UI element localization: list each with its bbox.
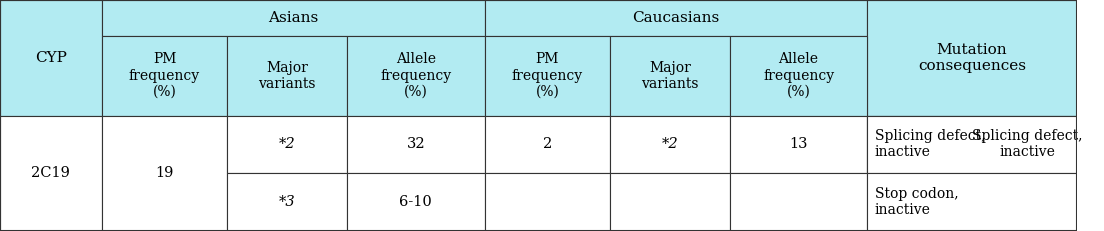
Text: Stop codon,
inactive: Stop codon, inactive [874,187,958,217]
Text: 6-10: 6-10 [400,195,432,209]
Bar [0,0,102,116]
Bar [611,116,730,173]
Text: Major
variants: Major variants [258,61,316,91]
Bar [227,116,347,173]
Text: Mutation
consequences: Mutation consequences [919,43,1026,73]
Bar [611,173,730,231]
Bar [730,173,868,231]
Text: Major
variants: Major variants [641,61,699,91]
Bar [227,36,347,116]
Bar [485,173,611,231]
Text: Allele
frequency
(%): Allele frequency (%) [380,52,452,99]
Bar [102,36,227,116]
Bar [730,36,868,116]
Text: 19: 19 [156,166,173,180]
Text: Asians: Asians [268,11,318,25]
Text: Allele
frequency
(%): Allele frequency (%) [763,52,835,99]
Bar [485,116,611,173]
Text: CYP: CYP [35,51,66,65]
Bar [611,36,730,116]
Text: *2: *2 [661,137,678,151]
Bar [485,36,611,116]
Bar [227,173,347,231]
Bar [868,173,1076,231]
Bar [868,0,1076,116]
Bar [485,0,868,36]
Bar [347,116,485,173]
Bar [0,116,102,231]
Text: 32: 32 [406,137,425,151]
Text: Splicing defect,
inactive: Splicing defect, inactive [874,129,986,159]
Bar [730,116,868,173]
Text: Caucasians: Caucasians [633,11,720,25]
Text: PM
frequency
(%): PM frequency (%) [512,52,583,99]
Text: *3: *3 [279,195,296,209]
Bar [347,173,485,231]
Text: 13: 13 [789,137,808,151]
Bar [868,116,1076,173]
Text: 2C19: 2C19 [31,166,71,180]
Text: 2: 2 [543,137,552,151]
Bar [347,36,485,116]
Text: PM
frequency
(%): PM frequency (%) [129,52,200,99]
Bar [868,116,1076,173]
Text: Splicing defect,
inactive: Splicing defect, inactive [972,129,1083,159]
Text: *2: *2 [279,137,296,151]
Bar [102,116,227,231]
Bar [102,0,485,36]
